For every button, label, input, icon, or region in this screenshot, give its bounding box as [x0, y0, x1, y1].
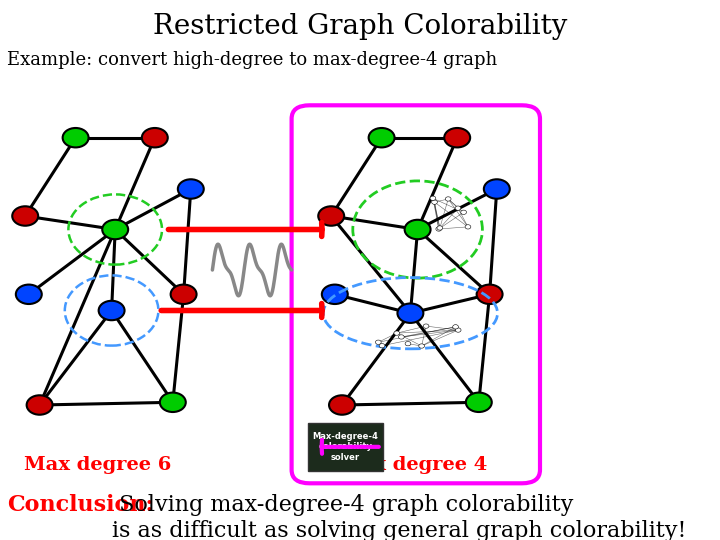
- Circle shape: [405, 341, 411, 346]
- Circle shape: [455, 328, 461, 332]
- Text: Example: convert high-degree to max-degree-4 graph: Example: convert high-degree to max-degr…: [7, 51, 498, 69]
- Circle shape: [160, 393, 186, 412]
- FancyBboxPatch shape: [308, 423, 383, 471]
- Text: Conclusion:: Conclusion:: [7, 494, 154, 516]
- Circle shape: [405, 220, 431, 239]
- Circle shape: [322, 285, 348, 304]
- Text: Restricted Graph Colorability: Restricted Graph Colorability: [153, 14, 567, 40]
- Circle shape: [394, 331, 400, 335]
- Circle shape: [178, 179, 204, 199]
- Circle shape: [102, 220, 128, 239]
- Circle shape: [461, 210, 467, 214]
- Circle shape: [423, 324, 429, 328]
- Circle shape: [430, 196, 436, 200]
- Circle shape: [419, 344, 425, 348]
- Circle shape: [329, 395, 355, 415]
- Circle shape: [63, 128, 89, 147]
- Text: Max-degree-4
colorability
solver: Max-degree-4 colorability solver: [312, 432, 379, 462]
- Circle shape: [142, 128, 168, 147]
- Circle shape: [477, 285, 503, 304]
- Circle shape: [445, 197, 451, 201]
- Circle shape: [444, 128, 470, 147]
- Circle shape: [27, 395, 53, 415]
- Text: Max degree 4: Max degree 4: [341, 456, 487, 474]
- Circle shape: [99, 301, 125, 320]
- Circle shape: [465, 225, 471, 229]
- Circle shape: [379, 343, 385, 348]
- Circle shape: [455, 206, 461, 210]
- Circle shape: [171, 285, 197, 304]
- Circle shape: [375, 340, 381, 345]
- Circle shape: [466, 393, 492, 412]
- Circle shape: [437, 226, 443, 230]
- Circle shape: [12, 206, 38, 226]
- FancyBboxPatch shape: [292, 105, 540, 483]
- Text: Max degree 6: Max degree 6: [24, 456, 171, 474]
- Circle shape: [431, 200, 437, 204]
- Circle shape: [397, 303, 423, 323]
- Circle shape: [318, 206, 344, 226]
- Circle shape: [484, 179, 510, 199]
- Circle shape: [369, 128, 395, 147]
- Circle shape: [436, 227, 441, 231]
- Circle shape: [453, 325, 459, 329]
- Text: Solving max-degree-4 graph colorability
is as difficult as solving general graph: Solving max-degree-4 graph colorability …: [112, 494, 686, 540]
- Circle shape: [398, 335, 404, 339]
- Circle shape: [16, 285, 42, 304]
